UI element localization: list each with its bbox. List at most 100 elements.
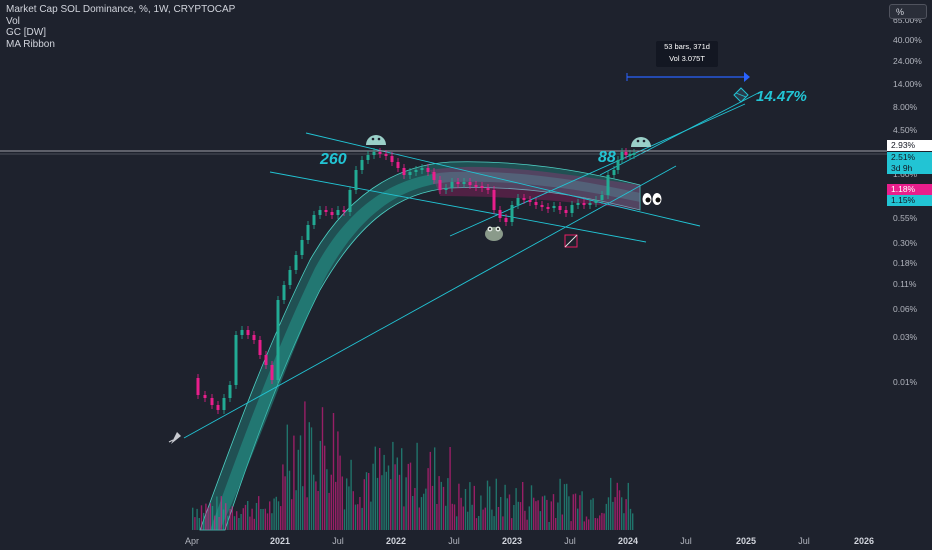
tooltip-bars: 53 bars, 371d (664, 42, 710, 51)
x-axis-label: Jul (680, 536, 692, 546)
chart-legend[interactable]: Market Cap SOL Dominance, %, 1W, CRYPTOC… (6, 4, 235, 50)
candle-body (258, 340, 262, 355)
candle-body (324, 210, 328, 212)
volume-bar (627, 482, 629, 530)
volume-bar (310, 427, 313, 530)
price-tag-3: 1.18% (887, 184, 932, 195)
volume-bar (229, 508, 231, 530)
wave-count-right: 88 (598, 149, 616, 166)
candle-body (222, 398, 226, 410)
volume-bar (242, 508, 244, 530)
candle-body (510, 205, 514, 222)
candle-body (628, 154, 632, 156)
indicator-gc[interactable]: GC [DW] (6, 27, 46, 38)
volume-bar (572, 494, 574, 530)
volume-bar (517, 501, 519, 530)
volume-bar (541, 496, 544, 530)
volume-bar (460, 497, 462, 530)
volume-bar (431, 485, 434, 530)
volume-bar (365, 472, 368, 530)
volume-bar (284, 476, 286, 530)
candle-body (600, 195, 604, 200)
volume-bar (372, 463, 374, 530)
volume-bar (623, 513, 625, 530)
x-axis-label: 2023 (502, 536, 522, 546)
volume-bar (383, 454, 385, 530)
volume-bar (528, 506, 530, 530)
target-percent: 14.47% (756, 88, 807, 105)
volume-bar (427, 468, 429, 530)
volume-bar (583, 521, 585, 530)
volume-bar (570, 521, 572, 530)
y-axis-label: 14.00% (893, 79, 922, 89)
x-axis[interactable]: Apr 2021 Jul 2022 Jul 2023 Jul 2024 Jul 2025 Jul 20… (185, 536, 874, 546)
volume-bar (612, 501, 614, 530)
candle-body (210, 398, 214, 405)
indicator-vol[interactable]: Vol (6, 15, 20, 27)
volume-bar (269, 501, 271, 530)
volume-bar (480, 495, 482, 530)
candle-body (300, 240, 304, 255)
y-axis-label: 0.01% (893, 377, 918, 387)
volume-bar (260, 509, 262, 530)
projection-arrow[interactable] (626, 72, 750, 82)
candle-body (318, 210, 322, 215)
volume-bar (566, 483, 568, 530)
candle-body (570, 205, 574, 213)
volume-bar (559, 478, 561, 530)
volume-bar (194, 517, 196, 530)
volume-bar (359, 497, 361, 530)
volume-bar (607, 497, 610, 530)
x-axis-label: Jul (332, 536, 344, 546)
volume-bar (308, 422, 310, 530)
candle-body (282, 285, 286, 300)
x-axis-label: 2021 (270, 536, 290, 546)
volume-bar (295, 490, 297, 530)
candle-body (474, 185, 478, 187)
volume-bar (599, 515, 601, 530)
y-axis-label: 8.00% (893, 102, 918, 112)
candle-body (366, 155, 370, 160)
volume-bar (423, 493, 425, 530)
volume-bar (286, 424, 288, 530)
volume-bar (306, 497, 308, 530)
y-axis[interactable]: 65.00% 40.00% 24.00% 14.00% 8.00% 4.50% 1.60% 0… (893, 15, 922, 387)
volume-bar (321, 407, 324, 530)
volume-bar (563, 484, 566, 530)
volume-bar (550, 501, 552, 530)
volume-bar (271, 513, 273, 530)
volume-bar (585, 516, 588, 530)
wave-count-left: 260 (320, 151, 347, 168)
volume-bar (379, 448, 381, 530)
candle-body (534, 202, 538, 205)
volume-bar (209, 503, 211, 530)
percent-scale-button[interactable]: % (889, 4, 927, 19)
y-axis-label: 0.55% (893, 213, 918, 223)
volume-bar (500, 497, 502, 530)
volume-bar (438, 476, 440, 530)
volume-bar (416, 442, 418, 530)
x-axis-label: Jul (448, 536, 460, 546)
volume-bar (458, 483, 460, 530)
y-axis-label: 24.00% (893, 56, 922, 66)
indicator-ma-ribbon[interactable]: MA Ribbon (6, 38, 55, 50)
volume-bar (374, 446, 376, 530)
volume-bar (398, 474, 401, 530)
candle-body (522, 198, 526, 200)
volume-bar (614, 497, 616, 530)
volume-bar (610, 477, 612, 530)
volume-bar (603, 513, 605, 530)
volume-bar (478, 516, 480, 530)
volume-bar (304, 401, 306, 530)
candle-body (468, 182, 472, 185)
peek-face-icon (366, 135, 386, 145)
volume-bar (407, 463, 409, 530)
chart-title[interactable]: Market Cap SOL Dominance, %, 1W, CRYPTOC… (6, 4, 236, 15)
volume-bar (596, 518, 599, 530)
candle-body (492, 190, 496, 210)
volume-bar (387, 465, 390, 530)
volume-bar (317, 491, 319, 530)
volume-bar (394, 464, 396, 530)
volume-bar (418, 507, 420, 530)
